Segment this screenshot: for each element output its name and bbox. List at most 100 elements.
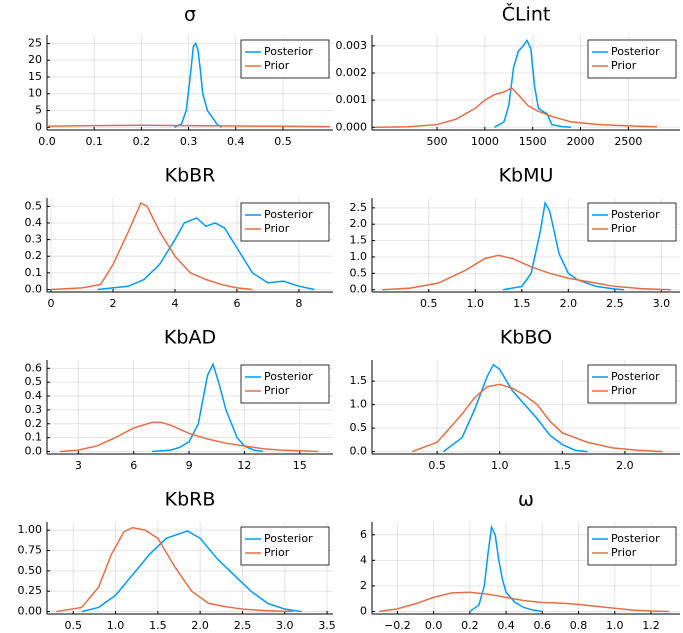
x-tick-label: 0.8 [570, 619, 588, 632]
x-tick-label: 0.1 [85, 135, 103, 148]
density-line [81, 530, 302, 613]
x-tick-label: 3.0 [653, 297, 671, 310]
legend-box [587, 39, 677, 79]
legend-box [587, 526, 677, 566]
x-tick-label: 3.0 [276, 619, 294, 632]
subplot-title: ČLint [502, 2, 551, 26]
x-tick-label: 1.2 [642, 619, 660, 632]
x-tick-label: 1.5 [149, 619, 167, 632]
y-tick-label: 15 [28, 70, 42, 83]
y-tick-label: 6 [360, 528, 367, 541]
subplot-title: KbMU [499, 165, 554, 187]
y-tick-label: 2.0 [350, 217, 368, 230]
legend-label: Prior [264, 222, 290, 235]
x-tick-label: 2.0 [616, 459, 634, 472]
x-tick-label: 1.5 [554, 459, 572, 472]
density-line [382, 254, 671, 291]
y-tick-label: 4 [360, 553, 367, 566]
y-tick-label: 0.1 [25, 266, 43, 279]
legend-box [240, 364, 330, 404]
y-tick-label: 0 [35, 120, 42, 133]
y-tick-label: 0.00 [18, 605, 43, 618]
subplot: KbAD 3 6 9 12 15 0.00.10.20.30.40.50.6 Posterio… [25, 327, 333, 472]
density-line [469, 524, 543, 613]
subplot: ČLint 500 1000 1500 2000 2500 0.000 0.001 0.002 0… [336, 2, 680, 148]
legend-box [240, 526, 330, 566]
x-tick-label: 1.0 [107, 619, 125, 632]
y-tick-label: 1.00 [18, 523, 43, 536]
x-tick-label: 2.0 [191, 619, 209, 632]
legend-box [587, 364, 677, 404]
x-tick-label: 0.2 [461, 619, 479, 632]
y-tick-label: 1.5 [350, 374, 368, 387]
y-tick-label: 0 [360, 604, 367, 617]
legend-label: Posterior [264, 370, 313, 383]
x-tick-label: 0.0 [425, 619, 443, 632]
y-tick-label: 0.5 [350, 421, 368, 434]
density-line [503, 200, 625, 291]
x-tick-label: 0.3 [180, 135, 198, 148]
density-line [50, 201, 253, 291]
density-line [379, 591, 670, 613]
y-tick-label: 0.0 [350, 445, 368, 458]
x-tick-label: 0.5 [64, 619, 82, 632]
x-tick-label: 1500 [519, 135, 547, 148]
y-tick-label: 0.0 [25, 283, 43, 296]
y-tick-label: 25 [28, 36, 42, 49]
subplot-title: KbRB [165, 489, 216, 511]
legend-label: Posterior [264, 45, 313, 58]
y-tick-label: 0.002 [336, 66, 368, 79]
x-tick-label: 2 [110, 297, 117, 310]
y-tick-label: 2 [360, 579, 367, 592]
legend-label: Posterior [611, 45, 660, 58]
legend-label: Prior [611, 59, 637, 72]
x-tick-label: 0.4 [227, 135, 245, 148]
x-tick-label: 6 [130, 459, 137, 472]
y-tick-label: 0.3 [25, 233, 43, 246]
y-tick-label: 0.5 [25, 375, 43, 388]
x-tick-label: 2000 [567, 135, 595, 148]
x-tick-label: 12 [237, 459, 251, 472]
x-tick-label: 1.5 [513, 297, 531, 310]
x-tick-label: 2.0 [560, 297, 578, 310]
x-tick-label: 9 [186, 459, 193, 472]
x-tick-label: 0.0 [38, 135, 56, 148]
x-tick-label: 0.6 [534, 619, 552, 632]
x-tick-label: 4 [171, 297, 178, 310]
x-tick-label: 8 [295, 297, 302, 310]
y-tick-label: 0.3 [25, 403, 43, 416]
y-tick-label: 0.5 [25, 199, 43, 212]
subplot-title: σ [184, 4, 196, 26]
x-tick-label: 2500 [614, 135, 642, 148]
y-tick-label: 0.4 [25, 389, 43, 402]
x-tick-label: 1.0 [467, 297, 485, 310]
y-tick-label: 0.0 [350, 283, 368, 296]
x-tick-label: −0.2 [384, 619, 411, 632]
subplot: σ 0.0 0.1 0.2 0.3 0.4 0.5 0 5 10 15 20 25 PosteriorPr… [28, 4, 333, 148]
x-tick-label: 0.2 [133, 135, 151, 148]
y-tick-label: 20 [28, 53, 42, 66]
x-tick-label: 0.4 [497, 619, 515, 632]
legend-label: Prior [611, 546, 637, 559]
y-tick-label: 5 [35, 104, 42, 117]
y-tick-label: 1.0 [350, 398, 368, 411]
subplot-title: KbBR [165, 165, 216, 187]
subplot: KbRB 0.5 1.0 1.5 2.0 2.5 3.0 3.5 0.00 0.25 0.50 0.7… [18, 489, 336, 633]
legend-label: Prior [264, 384, 290, 397]
y-tick-label: 0.6 [25, 361, 43, 374]
y-tick-label: 0.2 [25, 249, 43, 262]
legend-label: Prior [264, 59, 290, 72]
y-tick-label: 1.5 [350, 234, 368, 247]
subplot: KbBO 0.5 1.0 1.5 2.0 0.0 0.5 1.0 1.5 PosteriorPri… [350, 327, 680, 472]
x-tick-label: 1.0 [606, 619, 624, 632]
y-tick-label: 0.001 [336, 93, 368, 106]
legend-box [240, 39, 330, 79]
y-tick-label: 2.5 [350, 201, 368, 214]
y-tick-label: 0.50 [18, 564, 43, 577]
legend-label: Prior [611, 222, 637, 235]
density-line [442, 363, 588, 453]
density-line [174, 41, 223, 128]
x-tick-label: 0 [48, 297, 55, 310]
y-tick-label: 0.25 [18, 584, 43, 597]
